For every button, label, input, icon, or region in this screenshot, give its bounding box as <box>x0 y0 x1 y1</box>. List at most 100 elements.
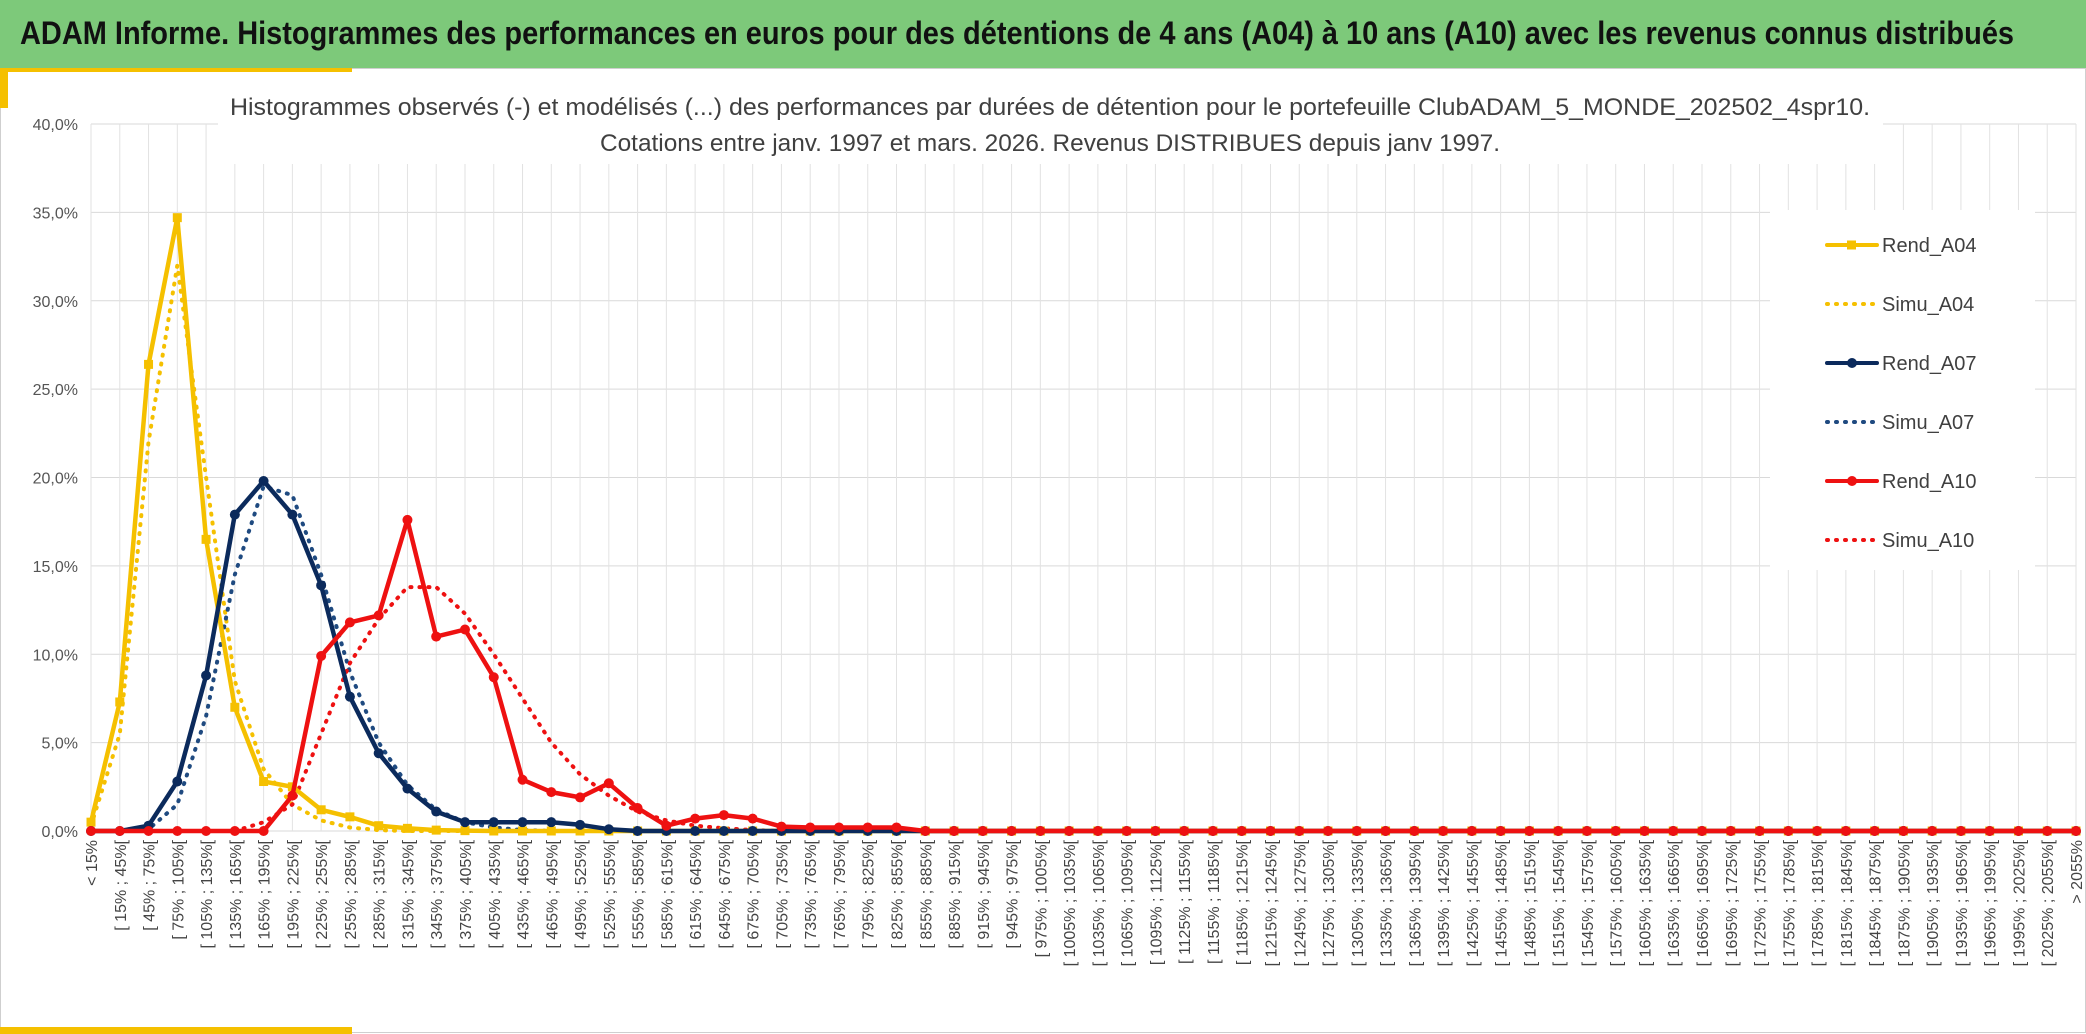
data-point <box>259 777 269 787</box>
data-point <box>718 826 729 836</box>
x-tick-label: [ 105% ; 135%[ <box>199 839 216 948</box>
data-point <box>575 792 586 803</box>
x-tick-label: [ 1845% ; 1875%[ <box>1868 839 1885 966</box>
accent-bar-top <box>0 68 352 72</box>
data-point <box>517 774 528 785</box>
data-point <box>690 826 701 836</box>
x-tick-label: [ 1695% ; 1725%[ <box>1724 839 1741 966</box>
x-tick-label: [ 1065% ; 1095%[ <box>1120 839 1137 966</box>
data-point <box>747 813 758 824</box>
data-point <box>1064 826 1075 836</box>
x-tick-label: [ 1095% ; 1125%[ <box>1148 839 1165 965</box>
x-tick-label: [ 1785% ; 1815%[ <box>1810 839 1827 966</box>
data-point <box>632 803 643 814</box>
data-point <box>1121 826 1132 836</box>
data-point <box>2013 826 2024 836</box>
x-tick-label: [ 2025% ; 2055%[ <box>2040 839 2057 966</box>
data-point <box>258 476 269 487</box>
data-point <box>201 670 212 681</box>
data-point <box>1179 826 1190 836</box>
x-tick-label: [ 1905% ; 1935%[ <box>1925 839 1942 966</box>
legend-label: Simu_A07 <box>1882 412 1974 434</box>
data-point <box>1783 826 1794 836</box>
data-point <box>1438 826 1449 836</box>
x-tick-label: < 15% <box>84 840 101 886</box>
y-tick-label: 10,0% <box>33 647 78 664</box>
x-tick-label: [ 885% ; 915%[ <box>947 839 964 948</box>
data-point <box>489 826 499 836</box>
x-tick-label: [ 225% ; 255%[ <box>314 839 331 948</box>
data-point <box>546 787 557 798</box>
data-point <box>1323 826 1334 836</box>
y-tick-label: 30,0% <box>33 294 78 311</box>
data-point <box>977 826 988 836</box>
x-tick-label: [ 15% ; 45%[ <box>113 839 130 930</box>
data-point <box>114 826 125 836</box>
x-tick-label: [ 1275% ; 1305%[ <box>1321 839 1338 966</box>
x-tick-label: [ 945% ; 975%[ <box>1005 839 1022 948</box>
x-tick-label: [ 165% ; 195%[ <box>257 839 274 948</box>
x-tick-label: [ 435% ; 465%[ <box>516 839 533 948</box>
data-point <box>1035 826 1046 836</box>
y-tick-label: 20,0% <box>33 471 78 488</box>
x-tick-label: [ 825% ; 855%[ <box>890 839 907 948</box>
data-point <box>517 817 528 828</box>
data-point <box>1898 826 1909 836</box>
data-point <box>1294 826 1305 836</box>
x-tick-label: [ 1515% ; 1545%[ <box>1551 839 1568 966</box>
data-point <box>402 514 413 525</box>
data-point <box>316 580 327 591</box>
chart-title-background <box>218 88 1883 164</box>
data-point <box>1092 826 1103 836</box>
data-point <box>316 805 326 815</box>
page-title: ADAM Informe. Histogrammes des performan… <box>20 15 2015 51</box>
data-point <box>258 826 269 836</box>
x-tick-label: [ 1875% ; 1905%[ <box>1896 839 1913 966</box>
x-tick-label: [ 285% ; 315%[ <box>372 839 389 948</box>
data-point <box>345 812 355 822</box>
data-point <box>1927 826 1938 836</box>
data-point <box>459 624 470 635</box>
y-axis-ticks: 0,0% 5,0% 10,0% 15,0% 20,0% 25,0% 30,0% 35,0% 40… <box>33 117 78 841</box>
data-point <box>86 826 96 836</box>
x-tick-label: [ 615% ; 645%[ <box>688 839 705 948</box>
header-banner: ADAM Informe. Histogrammes des performan… <box>0 0 2086 69</box>
data-point <box>201 534 211 544</box>
data-point <box>1409 826 1420 836</box>
x-tick-label: [ 1605% ; 1635%[ <box>1637 839 1654 966</box>
data-point <box>518 826 528 836</box>
grid-lines <box>90 123 2077 832</box>
data-point <box>1524 826 1535 836</box>
data-point <box>1955 826 1966 836</box>
data-point <box>172 826 183 836</box>
data-point <box>1697 826 1708 836</box>
x-tick-label: [ 315% ; 345%[ <box>400 839 417 948</box>
legend-label: Simu_A10 <box>1882 530 1974 552</box>
data-point <box>575 826 585 836</box>
data-point <box>1668 826 1679 836</box>
x-tick-label: [ 345% ; 375%[ <box>429 839 446 948</box>
data-point <box>229 509 240 520</box>
data-point <box>1150 826 1161 836</box>
y-tick-label: 35,0% <box>33 205 78 222</box>
x-tick-label: [ 1455% ; 1485%[ <box>1494 839 1511 966</box>
legend-marker <box>1847 358 1857 368</box>
x-tick-label: [ 255% ; 285%[ <box>343 839 360 948</box>
data-point <box>402 823 412 833</box>
y-tick-label: 15,0% <box>33 559 78 576</box>
x-tick-label: [ 1125% ; 1155%[ <box>1177 839 1194 963</box>
data-point <box>546 817 557 828</box>
x-tick-label: [ 45% ; 75%[ <box>142 839 159 930</box>
x-tick-label: [ 135% ; 165%[ <box>228 839 245 948</box>
data-point <box>1812 826 1823 836</box>
data-point <box>374 821 384 831</box>
data-point <box>431 806 442 817</box>
data-point <box>1581 826 1592 836</box>
data-point <box>776 821 787 832</box>
data-point <box>373 748 384 759</box>
x-tick-label: [ 675% ; 705%[ <box>746 839 763 948</box>
x-tick-label: [ 375% ; 405%[ <box>458 839 475 948</box>
legend-marker <box>1847 476 1857 486</box>
data-point <box>1553 826 1564 836</box>
x-tick-label: [ 555% ; 585%[ <box>631 839 648 948</box>
